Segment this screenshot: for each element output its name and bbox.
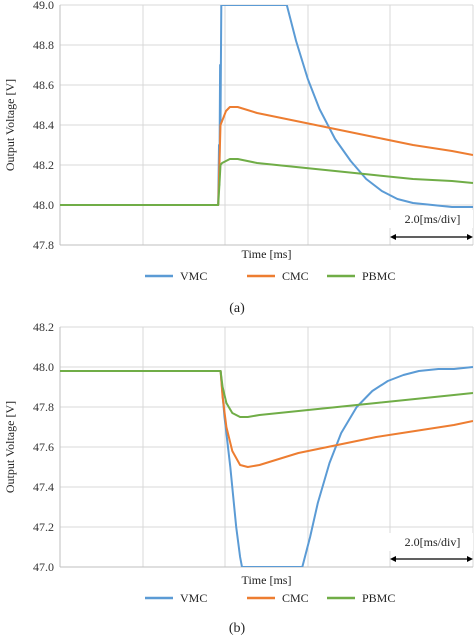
y-tick-label: 48.2	[33, 320, 54, 334]
scale-note-background	[384, 210, 473, 228]
series-line-pbmc	[60, 370, 473, 418]
series-line-cmc	[60, 370, 473, 468]
scale-arrow-head-right	[467, 556, 473, 562]
y-tick-label: 47.8	[33, 238, 54, 252]
y-axis-title: Output Voltage [V]	[3, 401, 17, 493]
scale-arrow-head-left	[390, 234, 396, 240]
series-line-cmc	[60, 106, 473, 206]
scale-note: 2.0[ms/div]	[405, 535, 461, 549]
legend: VMC CMC PBMC	[145, 269, 395, 283]
y-tick-label: 47.6	[33, 440, 54, 454]
y-tick-label: 48.4	[33, 118, 54, 132]
y-tick-label: 47.2	[33, 520, 54, 534]
legend-label-vmc: VMC	[180, 591, 207, 605]
y-tick-label: 47.4	[33, 480, 54, 494]
scale-arrow-head-left	[390, 556, 396, 562]
legend-label-cmc: CMC	[282, 269, 309, 283]
scale-arrow-head-right	[467, 234, 473, 240]
panel-caption: (a)	[229, 301, 245, 316]
legend: VMC CMC PBMC	[145, 591, 395, 605]
chart-panel-b: 47.0 47.2 47.4 47.6 47.8 48.0 48.2 2.0[ms/div] T…	[3, 320, 474, 636]
series-line-vmc	[60, 5, 473, 208]
scale-note-background	[384, 533, 473, 551]
chart-panel-a: 47.8 48.0 48.2 48.4 48.6 48.8 49.0 2.0[ms/div] T…	[3, 0, 474, 316]
legend-label-pbmc: PBMC	[362, 591, 395, 605]
y-tick-label: 47.8	[33, 400, 54, 414]
y-tick-label: 48.0	[33, 360, 54, 374]
y-axis-title: Output Voltage [V]	[3, 79, 17, 171]
legend-label-cmc: CMC	[282, 591, 309, 605]
legend-label-vmc: VMC	[180, 269, 207, 283]
y-tick-label: 48.0	[33, 198, 54, 212]
panel-caption: (b)	[229, 621, 246, 636]
y-tick-label: 48.2	[33, 158, 54, 172]
series-line-vmc	[60, 366, 473, 567]
series-line-pbmc	[60, 158, 473, 206]
scale-note: 2.0[ms/div]	[405, 212, 461, 226]
x-axis-title: Time [ms]	[242, 247, 292, 261]
x-axis-title: Time [ms]	[242, 573, 292, 587]
y-tick-label: 48.8	[33, 38, 54, 52]
y-tick-label: 49.0	[33, 0, 54, 12]
y-tick-label: 48.6	[33, 78, 54, 92]
legend-label-pbmc: PBMC	[362, 269, 395, 283]
y-tick-label: 47.0	[33, 560, 54, 574]
